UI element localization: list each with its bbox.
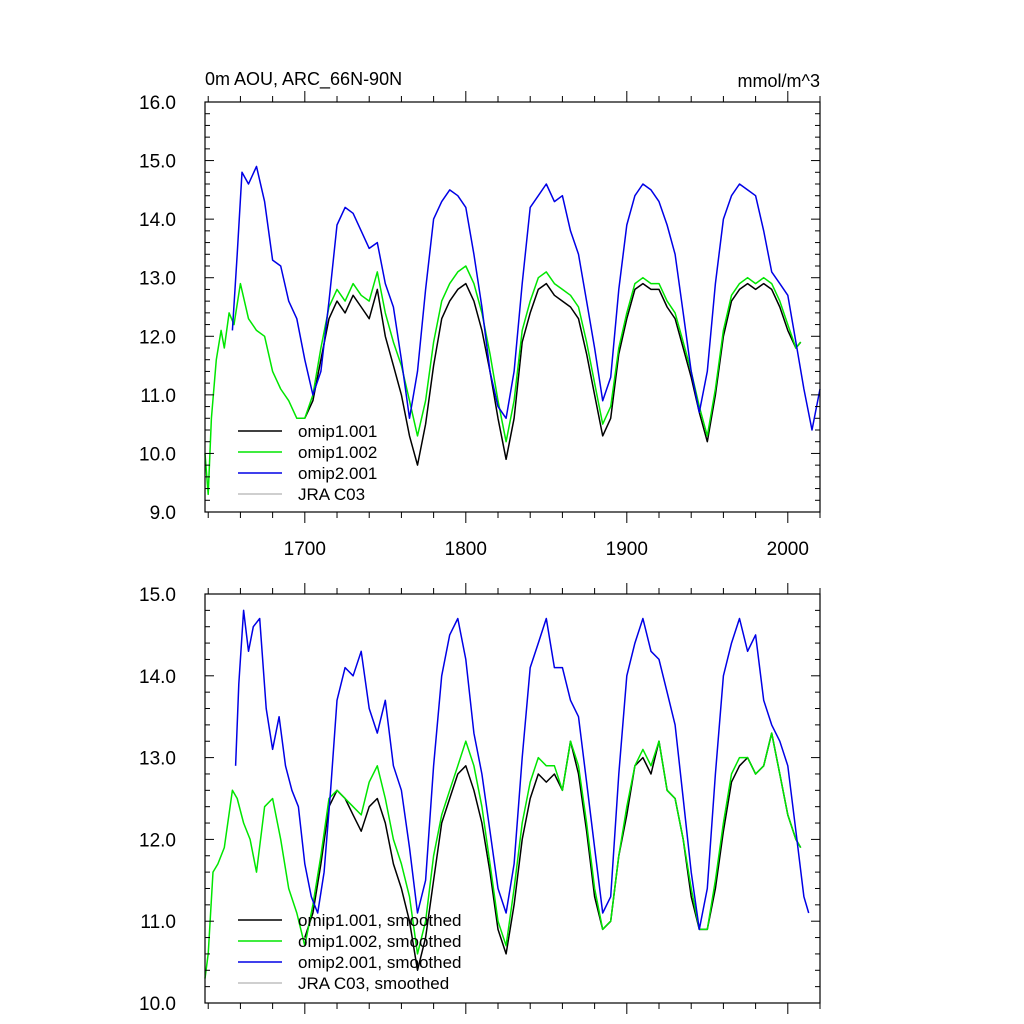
panel-title: 0m AOU, ARC_66N-90N [205, 69, 402, 90]
series-line-2 [231, 165, 821, 431]
bottom-legend: omip1.001, smoothed omip1.002, smoothed om… [238, 911, 462, 993]
plot-frame [204, 593, 821, 1004]
y-tick-label: 15.0 [139, 585, 176, 606]
top-series-lines [204, 165, 821, 496]
top-axes: 9.0 10.0 11.0 12.0 13.0 14.0 15.0 16.0 1700 1800 1… [139, 91, 821, 560]
series-line-0 [304, 282, 802, 466]
series-line-2 [234, 609, 810, 931]
legend-label: omip1.002, smoothed [298, 932, 462, 951]
y-tick-label: 11.0 [140, 386, 176, 407]
series-line-1 [204, 265, 802, 496]
plot-frame [204, 101, 821, 513]
bottom-panel: 10.0 11.0 12.0 13.0 14.0 15.0 omip1.001, smoo… [139, 583, 821, 1015]
y-tick-label: 14.0 [139, 667, 176, 688]
legend-label: omip1.001 [298, 422, 377, 441]
y-tick-label: 13.0 [139, 269, 176, 290]
y-tick-label: 16.0 [139, 93, 176, 114]
x-tick-label: 1700 [284, 539, 326, 560]
y-tick-label: 15.0 [139, 152, 176, 173]
top-legend: omip1.001 omip1.002 omip2.001 JRA C03 [238, 422, 377, 504]
y-tick-label: 10.0 [139, 994, 176, 1015]
units-label: mmol/m^3 [738, 71, 820, 91]
y-tick-label: 11.0 [140, 912, 176, 933]
x-tick-label: 2000 [767, 539, 809, 560]
legend-label: JRA C03, smoothed [298, 974, 449, 993]
y-tick-label: 12.0 [139, 327, 176, 348]
series-line-0 [304, 732, 802, 972]
y-tick-label: 14.0 [139, 210, 176, 231]
legend-label: omip1.001, smoothed [298, 911, 462, 930]
x-tick-label: 1800 [445, 539, 487, 560]
x-tick-label: 1900 [606, 539, 648, 560]
top-panel: 0m AOU, ARC_66N-90N mmol/m^3 9.0 10.0 11.0… [139, 69, 821, 560]
y-tick-label: 13.0 [139, 749, 176, 770]
legend-label: omip2.001, smoothed [298, 953, 462, 972]
series-line-1 [204, 732, 802, 979]
legend-label: JRA C03 [298, 485, 365, 504]
y-tick-label: 12.0 [139, 830, 176, 851]
bottom-series-lines [204, 609, 810, 979]
legend-label: omip1.002 [298, 443, 377, 462]
y-tick-label: 9.0 [150, 503, 176, 524]
legend-label: omip2.001 [298, 464, 377, 483]
bottom-axes: 10.0 11.0 12.0 13.0 14.0 15.0 [139, 583, 821, 1015]
y-tick-label: 10.0 [139, 444, 176, 465]
